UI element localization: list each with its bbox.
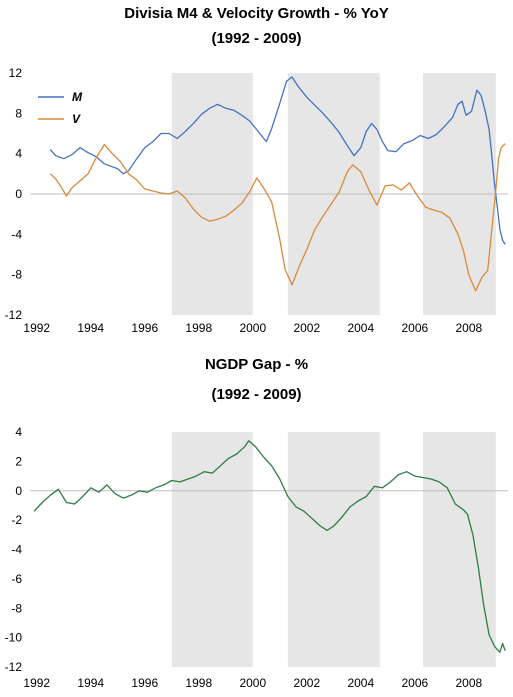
- legend-label: M: [72, 90, 83, 104]
- x-tick-label: 1992: [23, 321, 50, 335]
- y-tick-label: -2: [11, 513, 22, 527]
- x-tick-label: 1996: [131, 321, 158, 335]
- x-tick-label: 2002: [293, 321, 320, 335]
- y-tick-label: 4: [15, 147, 22, 161]
- y-tick-label: 4: [15, 425, 22, 439]
- x-tick-label: 2000: [239, 676, 266, 690]
- series-line-m: [49, 76, 506, 245]
- x-tick-label: 1996: [131, 676, 158, 690]
- chart-title: Divisia M4 & Velocity Growth - % YoY: [124, 5, 389, 22]
- x-tick-label: 2006: [401, 676, 428, 690]
- y-tick-label: -8: [11, 601, 22, 615]
- x-tick-label: 1994: [77, 676, 104, 690]
- y-tick-label: 0: [15, 484, 22, 498]
- series-line-v: [49, 143, 506, 292]
- x-tick-label: 2004: [347, 321, 374, 335]
- ngdp-gap-chart: NGDP Gap - % (1992 - 2009) 4 2 0 -2 -4 -6 -8 -1…: [0, 345, 513, 697]
- y-tick-label: 12: [9, 66, 23, 80]
- series-line-ngdp-gap: [33, 440, 506, 653]
- chart-subtitle: (1992 - 2009): [211, 386, 302, 403]
- chart-subtitle: (1992 - 2009): [211, 30, 302, 47]
- y-tick-label: 8: [15, 106, 22, 120]
- y-tick-label: -12: [5, 308, 23, 322]
- y-tick-label: -10: [5, 631, 23, 645]
- shaded-period: [422, 432, 496, 667]
- y-tick-label: -12: [5, 660, 23, 674]
- y-tick-label: -6: [11, 572, 22, 586]
- x-tick-label: 1998: [185, 321, 212, 335]
- x-tick-label: 2008: [455, 676, 482, 690]
- legend-label: V: [72, 112, 81, 126]
- x-tick-label: 1992: [23, 676, 50, 690]
- x-tick-label: 2008: [455, 321, 482, 335]
- y-tick-label: -4: [11, 227, 22, 241]
- y-tick-label: 2: [15, 454, 22, 468]
- y-tick-label: -4: [11, 543, 22, 557]
- x-tick-label: 2002: [293, 676, 320, 690]
- shaded-period: [171, 432, 253, 667]
- x-tick-label: 1998: [185, 676, 212, 690]
- divisia-chart: Divisia M4 & Velocity Growth - % YoY (19…: [0, 0, 513, 345]
- y-tick-label: 0: [15, 187, 22, 201]
- shaded-period: [287, 432, 380, 667]
- x-tick-label: 1994: [77, 321, 104, 335]
- x-tick-label: 2000: [239, 321, 266, 335]
- chart-title: NGDP Gap - %: [204, 356, 309, 373]
- y-tick-label: -8: [11, 268, 22, 282]
- x-tick-label: 2006: [401, 321, 428, 335]
- x-tick-label: 2004: [347, 676, 374, 690]
